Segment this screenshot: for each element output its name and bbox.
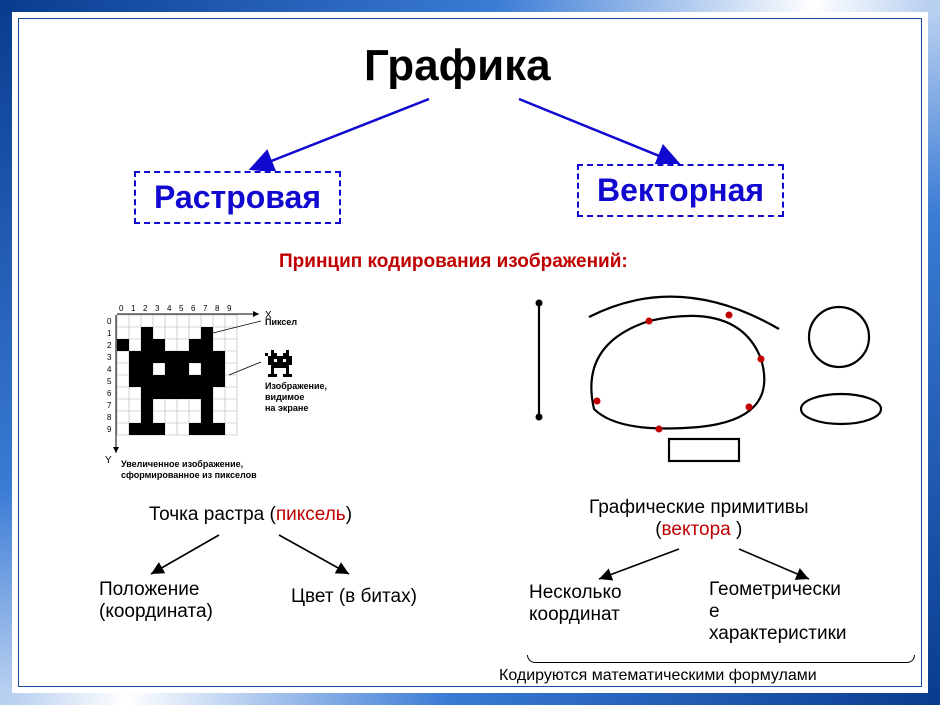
raster-grid-illustration: 01234567890123456789XYПикселИзображение,… [89,297,389,487]
svg-text:9: 9 [227,304,232,313]
svg-text:Изображение,: Изображение, [265,381,327,391]
svg-text:3: 3 [155,304,160,313]
arrow-vector-right [739,549,809,579]
svg-text:1: 1 [107,329,112,338]
raster-child-position-l1: Положение [99,579,213,601]
vector-caption-highlight: вектора [662,519,731,540]
arrow-to-raster [251,99,429,169]
raster-caption-highlight: пиксель [276,504,346,525]
arrow-raster-right [279,535,349,574]
type-raster-box: Растровая [134,171,341,224]
raster-caption-close: ) [346,504,352,525]
svg-text:0: 0 [119,304,124,313]
raster-child-position-l2: (координата) [99,601,213,623]
svg-text:0: 0 [107,317,112,326]
raster-caption-text: Точка растра ( [149,504,276,525]
svg-text:7: 7 [107,401,112,410]
page-title: Графика [364,41,551,91]
vector-caption: Графические примитивы (вектора ) [589,497,809,541]
vector-child-geom-l1: Геометрически [709,579,847,601]
svg-text:2: 2 [107,341,112,350]
arrow-to-vector [519,99,679,164]
slide-inner: Графика Растровая Векторная Принцип коди… [18,18,922,687]
svg-text:на экране: на экране [265,403,308,413]
svg-text:8: 8 [107,413,112,422]
svg-text:1: 1 [131,304,136,313]
svg-text:9: 9 [107,425,112,434]
svg-text:сформированное из пикселов: сформированное из пикселов [121,470,257,480]
svg-text:5: 5 [107,377,112,386]
svg-text:4: 4 [107,365,112,374]
vector-child-coords-l1: Несколько [529,582,622,604]
raster-child-position: Положение (координата) [99,579,213,623]
svg-text:2: 2 [143,304,148,313]
vector-caption-line2: (вектора ) [589,519,809,541]
svg-text:7: 7 [203,304,208,313]
encoding-principle-label: Принцип кодирования изображений: [279,251,628,273]
curly-brace [527,655,915,663]
raster-child-color: Цвет (в битах) [291,586,417,608]
svg-text:3: 3 [107,353,112,362]
svg-text:5: 5 [179,304,184,313]
vector-footer: Кодируются математическими формулами [499,667,817,685]
slide-frame: Графика Растровая Векторная Принцип коди… [0,0,940,705]
raster-caption: Точка растра (пиксель) [149,504,352,526]
vector-child-geom-l2: е [709,601,847,623]
type-vector-box: Векторная [577,164,784,217]
svg-text:6: 6 [107,389,112,398]
svg-text:Y: Y [105,455,112,466]
svg-text:Увеличенное изображение,: Увеличенное изображение, [121,459,243,469]
svg-text:видимое: видимое [265,392,304,402]
svg-text:8: 8 [215,304,220,313]
vector-child-coords-l2: координат [529,604,622,626]
arrow-raster-left [151,535,219,574]
vector-caption-close: ) [731,519,743,540]
svg-text:4: 4 [167,304,172,313]
svg-text:Пиксел: Пиксел [265,317,297,327]
vector-primitives-illustration [529,289,899,474]
vector-child-coords: Несколько координат [529,582,622,626]
svg-text:6: 6 [191,304,196,313]
vector-caption-line1: Графические примитивы [589,497,809,519]
vector-child-geom: Геометрически е характеристики [709,579,847,645]
arrow-vector-left [599,549,679,579]
vector-child-geom-l3: характеристики [709,623,847,645]
